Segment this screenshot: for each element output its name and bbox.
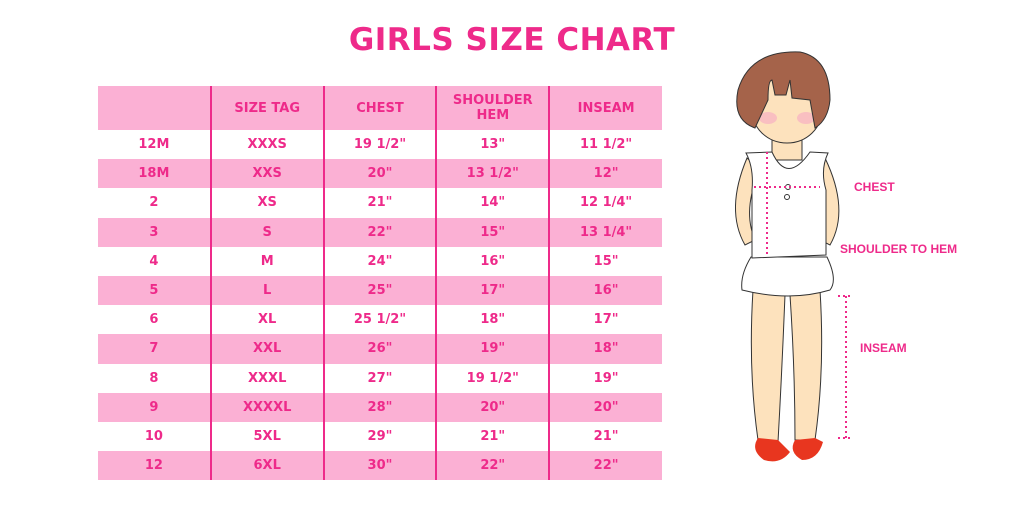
- table-row: 3 S 22" 15" 13 1/4": [98, 217, 662, 247]
- table-cell: 20": [322, 159, 437, 189]
- table-cell: 29": [322, 421, 437, 452]
- table-cell: 9: [98, 392, 211, 422]
- table-cell: 21": [322, 188, 437, 218]
- table-row: 12M XXXS 19 1/2" 13" 11 1/2": [98, 130, 662, 160]
- table-cell: 13": [435, 130, 550, 160]
- table-cell: XXXXL: [209, 392, 324, 422]
- shoulder-to-hem-label: SHOULDER TO HEM: [840, 242, 958, 256]
- column-header: SHOULDER HEM: [435, 86, 550, 130]
- girl-illustration: [735, 51, 850, 462]
- table-cell: 12: [98, 451, 211, 481]
- table-cell: 15": [548, 246, 662, 276]
- table-cell: 13 1/2": [435, 159, 550, 189]
- table-cell: L: [209, 275, 324, 306]
- table-cell: 17": [548, 305, 662, 335]
- table-cell: S: [209, 217, 324, 247]
- table-cell: 19": [548, 363, 662, 393]
- table-row: 4 M 24" 16" 15": [98, 246, 662, 276]
- table-cell: 18": [435, 305, 550, 335]
- table-cell: 19 1/2": [322, 130, 437, 160]
- chest-label: CHEST: [854, 180, 895, 194]
- table-cell: 5XL: [209, 421, 324, 452]
- table-cell: 13 1/4": [548, 217, 662, 247]
- inseam-label: INSEAM: [860, 341, 907, 355]
- table-row: 9 XXXXL 28" 20" 20": [98, 392, 662, 422]
- table-cell: 12 1/4": [548, 188, 662, 218]
- table-cell: 21": [435, 421, 550, 452]
- page-title: GIRLS SIZE CHART: [348, 22, 676, 58]
- column-header: SIZE TAG: [209, 86, 324, 130]
- table-cell: 12": [548, 159, 662, 189]
- table-row: 7 XXL 26" 19" 18": [98, 334, 662, 364]
- table-cell: 20": [548, 392, 662, 422]
- table-cell: 26": [322, 334, 437, 364]
- table-cell: 17": [435, 275, 550, 306]
- table-cell: 5: [98, 275, 211, 306]
- table-cell: 16": [548, 275, 662, 306]
- table-row: 18M XXS 20" 13 1/2" 12": [98, 159, 662, 189]
- table-cell: XL: [209, 305, 324, 335]
- table-cell: 7: [98, 334, 211, 364]
- table-cell: XXL: [209, 334, 324, 364]
- table-cell: 19": [435, 334, 550, 364]
- table-cell: 24": [322, 246, 437, 276]
- column-header: CHEST: [322, 86, 437, 130]
- table-cell: 11 1/2": [548, 130, 662, 160]
- table-cell: 10: [144, 428, 163, 444]
- table-cell: 27": [322, 363, 437, 393]
- table-cell: 18": [548, 334, 662, 364]
- table-cell: 15": [435, 217, 550, 247]
- table-cell: 3: [98, 217, 211, 247]
- column-header: [98, 86, 211, 130]
- table-cell: 19 1/2": [435, 363, 550, 393]
- table-row: 12 6XL 30" 22" 22": [98, 451, 662, 481]
- table-cell: M: [209, 246, 324, 276]
- table-cell: 12M: [138, 137, 170, 153]
- table-row: 8 XXXL 27" 19 1/2" 19": [98, 363, 662, 393]
- table-cell: 30": [322, 451, 437, 481]
- table-row: 2 XS 21" 14" 12 1/4": [98, 188, 662, 218]
- table-cell: 22": [435, 451, 550, 481]
- table-cell: 16": [435, 246, 550, 276]
- table-cell: XS: [209, 188, 324, 218]
- table-cell: 25": [322, 275, 437, 306]
- table-row: 6 XL 25 1/2" 18" 17": [98, 305, 662, 335]
- table-cell: XXXL: [209, 363, 324, 393]
- table-cell: 8: [149, 370, 159, 386]
- table-cell: 18M: [98, 159, 211, 189]
- table-cell: 4: [149, 253, 159, 269]
- table-cell: 22": [548, 451, 662, 481]
- table-cell: XXXS: [209, 130, 324, 160]
- table-cell: 20": [435, 392, 550, 422]
- table-row: 5 L 25" 17" 16": [98, 275, 662, 306]
- table-cell: 28": [322, 392, 437, 422]
- table-cell: 21": [548, 421, 662, 452]
- table-header-row: SIZE TAG CHEST SHOULDER HEM INSEAM: [98, 86, 662, 130]
- table-cell: 6: [149, 312, 159, 328]
- table-cell: 25 1/2": [322, 305, 437, 335]
- table-row: 10 5XL 29" 21" 21": [98, 421, 662, 452]
- table-cell: 14": [435, 188, 550, 218]
- table-cell: XXS: [209, 159, 324, 189]
- table-cell: 22": [322, 217, 437, 247]
- table-cell: 6XL: [209, 451, 324, 481]
- column-header: INSEAM: [548, 86, 662, 130]
- table-cell: 2: [149, 195, 159, 211]
- size-table: SIZE TAG CHEST SHOULDER HEM INSEAM 12M XXXS 1…: [98, 86, 662, 481]
